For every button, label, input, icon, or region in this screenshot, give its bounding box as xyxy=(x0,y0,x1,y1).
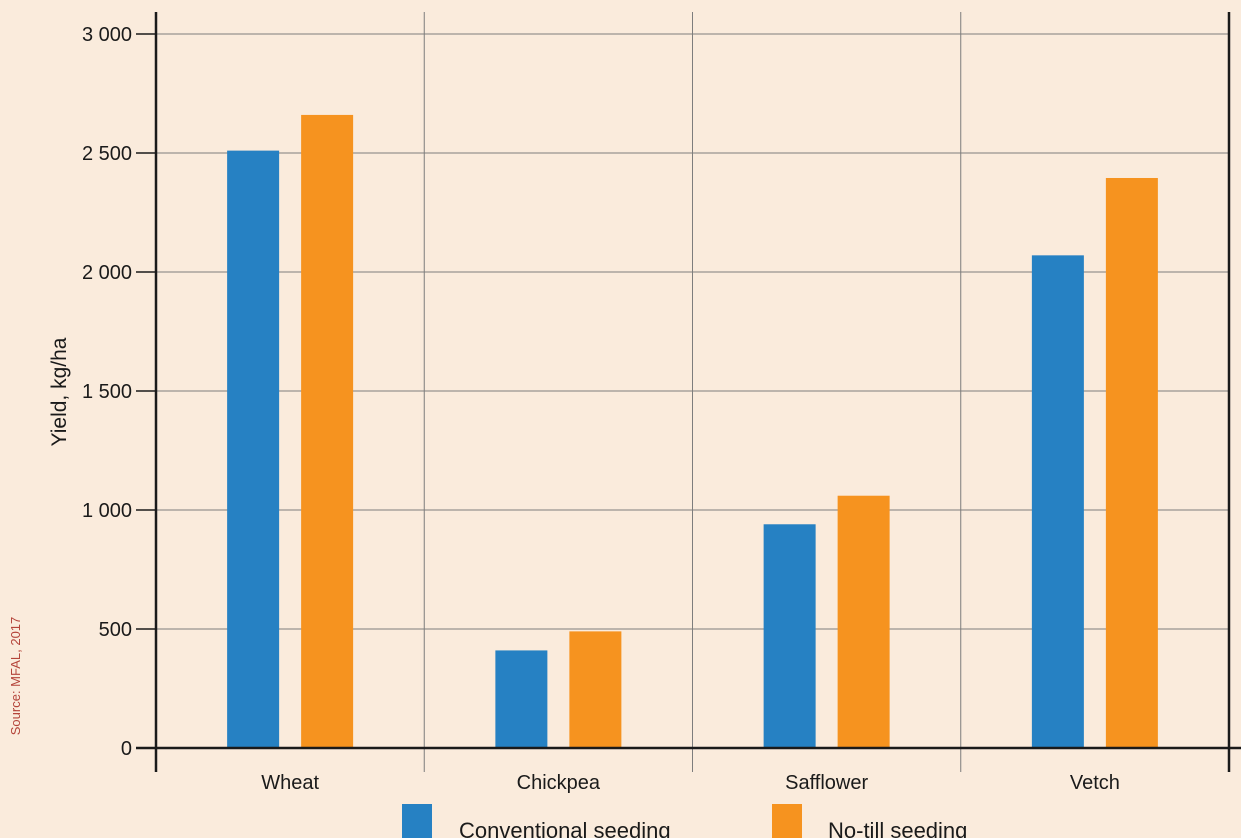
legend-swatch-notill xyxy=(772,804,802,838)
y-tick-label: 500 xyxy=(99,619,132,641)
bar-vetch-conventional xyxy=(1031,255,1084,748)
x-category-label: Wheat xyxy=(261,772,319,794)
bar-wheat-conventional xyxy=(227,150,280,748)
bar-wheat-notill xyxy=(301,114,354,749)
legend-label-notill: No-till seeding xyxy=(828,818,967,838)
legend-label-conventional: Conventional seeding xyxy=(459,818,671,838)
bar-safflower-conventional xyxy=(763,524,816,748)
bars-layer xyxy=(227,114,1158,749)
y-axis-title: Yield, kg/ha xyxy=(48,337,71,446)
y-tick-label: 2 000 xyxy=(82,262,132,284)
legend-swatch-conventional xyxy=(402,804,432,838)
y-tick-label: 1 500 xyxy=(82,381,132,403)
y-tick-label: 1 000 xyxy=(82,500,132,522)
x-category-label: Safflower xyxy=(785,772,868,794)
axes-layer xyxy=(136,12,1241,772)
bar-chickpea-notill xyxy=(569,631,622,748)
y-tick-label: 2 500 xyxy=(82,143,132,165)
source-note: Source: MFAL, 2017 xyxy=(8,617,23,736)
y-tick-label: 0 xyxy=(121,738,132,760)
labels-layer: 0 500 1 000 1 500 2 000 2 500 3 000 Wheat Chickp… xyxy=(82,24,1120,794)
x-category-label: Chickpea xyxy=(517,772,601,794)
bar-chickpea-conventional xyxy=(495,650,548,748)
x-category-label: Vetch xyxy=(1070,772,1120,794)
y-tick-label: 3 000 xyxy=(82,24,132,46)
bar-safflower-notill xyxy=(837,495,890,748)
legend: Conventional seeding No-till seeding xyxy=(402,804,967,838)
bar-vetch-notill xyxy=(1105,177,1158,749)
